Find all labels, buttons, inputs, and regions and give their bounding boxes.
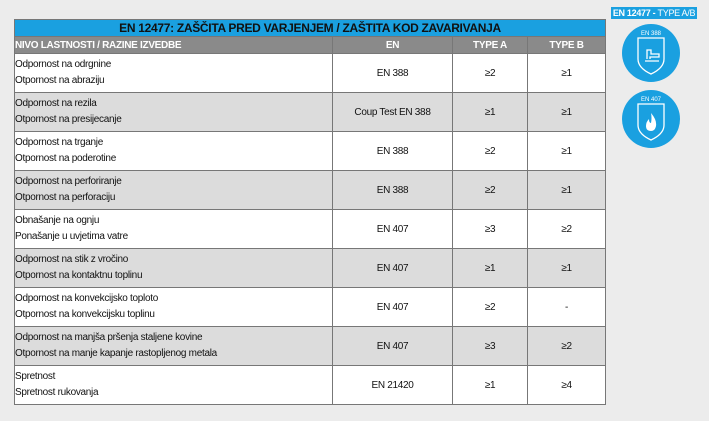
- property-sl: Odpornost na trganje: [15, 137, 103, 148]
- en-cell: EN 388: [332, 131, 453, 171]
- table-row: Odpornost na manjša pršenja staljene kov…: [14, 326, 606, 366]
- icon-label: EN 388: [641, 31, 662, 37]
- type-b-cell: ≥4: [527, 365, 606, 405]
- property-cell: Odpornost na rezila Otpornost na presijec…: [14, 92, 333, 132]
- glove-flame-icon: EN 407: [622, 90, 680, 148]
- type-b-cell: ≥1: [527, 131, 606, 171]
- type-a-cell: ≥2: [452, 53, 528, 93]
- type-a-cell: ≥1: [452, 365, 528, 405]
- type-b-cell: -: [527, 287, 606, 327]
- en-cell: Coup Test EN 388: [332, 92, 453, 132]
- table-row: Obnašanje na ognju Ponašanje u uvjetima v…: [14, 209, 606, 249]
- property-hr: Otpornost na konvekcijsku toplinu: [15, 309, 155, 320]
- table-row: Spretnost Spretnost rukovanja EN 21420 ≥1…: [14, 365, 606, 405]
- property-sl: Obnašanje na ognju: [15, 215, 100, 226]
- property-cell: Odpornost na perforiranje Otpornost na pe…: [14, 170, 333, 210]
- table-row: Odpornost na rezila Otpornost na presijec…: [14, 92, 606, 132]
- type-b-cell: ≥1: [527, 170, 606, 210]
- type-a-cell: ≥1: [452, 92, 528, 132]
- en-cell: EN 388: [332, 170, 453, 210]
- property-sl: Odpornost na perforiranje: [15, 176, 122, 187]
- type-b-cell: ≥1: [527, 92, 606, 132]
- table-row: Odpornost na stik z vročino Otpornost na …: [14, 248, 606, 288]
- property-sl: Odpornost na stik z vročino: [15, 254, 129, 265]
- type-a-cell: ≥3: [452, 209, 528, 249]
- type-a-cell: ≥2: [452, 287, 528, 327]
- property-sl: Odpornost na rezila: [15, 98, 97, 109]
- header-type-a: TYPE A: [452, 36, 528, 54]
- property-hr: Otpornost na manje kapanje rastopljenog …: [15, 348, 217, 359]
- table-row: Odpornost na odrgnine Otpornost na abrazi…: [14, 53, 606, 93]
- property-cell: Odpornost na trganje Otpornost na poderot…: [14, 131, 333, 171]
- property-sl: Odpornost na manjša pršenja staljene kov…: [15, 332, 203, 343]
- badge-standard: EN 12477 -: [612, 8, 656, 18]
- type-b-cell: ≥1: [527, 248, 606, 288]
- type-a-cell: ≥3: [452, 326, 528, 366]
- en-cell: EN 407: [332, 209, 453, 249]
- table-row: Odpornost na trganje Otpornost na poderot…: [14, 131, 606, 171]
- property-hr: Otpornost na abraziju: [15, 75, 105, 86]
- property-cell: Odpornost na manjša pršenja staljene kov…: [14, 326, 333, 366]
- en-cell: EN 388: [332, 53, 453, 93]
- table-row: Odpornost na perforiranje Otpornost na pe…: [14, 170, 606, 210]
- table-title: EN 12477: ZAŠČITA PRED VARJENJEM / ZAŠTI…: [14, 19, 606, 37]
- standard-badge: EN 12477 - TYPE A/B: [611, 7, 697, 19]
- property-cell: Obnašanje na ognju Ponašanje u uvjetima v…: [14, 209, 333, 249]
- property-hr: Spretnost rukovanja: [15, 387, 99, 398]
- type-a-cell: ≥2: [452, 170, 528, 210]
- property-cell: Spretnost Spretnost rukovanja: [14, 365, 333, 405]
- glove-mechanical-icon: EN 388: [622, 24, 680, 82]
- header-en: EN: [332, 36, 453, 54]
- en-cell: EN 407: [332, 326, 453, 366]
- type-a-cell: ≥2: [452, 131, 528, 171]
- en-cell: EN 21420: [332, 365, 453, 405]
- property-cell: Odpornost na stik z vročino Otpornost na …: [14, 248, 333, 288]
- type-b-cell: ≥2: [527, 209, 606, 249]
- icon-label: EN 407: [641, 97, 662, 103]
- property-hr: Otpornost na poderotine: [15, 153, 116, 164]
- badge-type: TYPE A/B: [657, 8, 696, 18]
- property-sl: Odpornost na konvekcijsko toploto: [15, 293, 158, 304]
- type-b-cell: ≥1: [527, 53, 606, 93]
- property-hr: Otpornost na perforaciju: [15, 192, 116, 203]
- en-cell: EN 407: [332, 287, 453, 327]
- en-cell: EN 407: [332, 248, 453, 288]
- property-sl: Spretnost: [15, 371, 56, 382]
- property-cell: Odpornost na odrgnine Otpornost na abrazi…: [14, 53, 333, 93]
- property-hr: Ponašanje u uvjetima vatre: [15, 231, 128, 242]
- type-b-cell: ≥2: [527, 326, 606, 366]
- property-hr: Otpornost na presijecanje: [15, 114, 122, 125]
- header-type-b: TYPE B: [527, 36, 606, 54]
- type-a-cell: ≥1: [452, 248, 528, 288]
- property-sl: Odpornost na odrgnine: [15, 59, 111, 70]
- property-hr: Otpornost na kontaktnu toplinu: [15, 270, 143, 281]
- header-property: NIVO LASTNOSTI / RAZINE IZVEDBE: [14, 36, 333, 54]
- table-row: Odpornost na konvekcijsko toploto Otporno…: [14, 287, 606, 327]
- property-cell: Odpornost na konvekcijsko toploto Otporno…: [14, 287, 333, 327]
- protection-table: EN 12477: ZAŠČITA PRED VARJENJEM / ZAŠTI…: [14, 19, 606, 405]
